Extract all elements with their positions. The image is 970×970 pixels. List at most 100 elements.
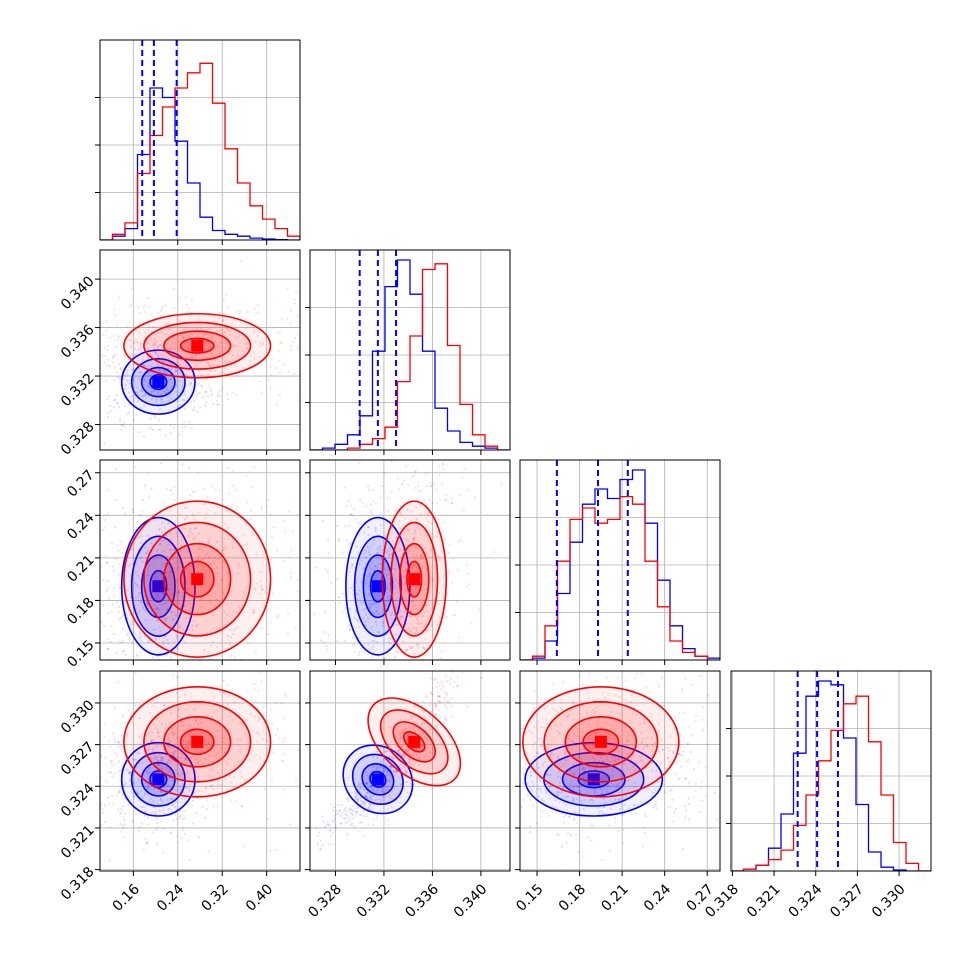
scatter-point xyxy=(132,367,135,371)
scatter-point xyxy=(162,592,165,596)
scatter-point xyxy=(356,810,359,813)
scatter-point xyxy=(468,582,471,586)
scatter-point xyxy=(319,351,321,353)
scatter-point xyxy=(423,512,427,515)
scatter-point xyxy=(222,298,226,302)
scatter-point xyxy=(150,330,153,333)
scatter-point xyxy=(399,674,401,676)
scatter-point xyxy=(371,673,373,675)
scatter-point xyxy=(189,607,193,610)
x-tick-label: 0.336 xyxy=(402,881,442,921)
scatter-point xyxy=(246,310,249,313)
scatter-point xyxy=(170,831,173,834)
scatter-point xyxy=(429,549,433,552)
scatter-point xyxy=(354,811,357,814)
scatter-point xyxy=(439,657,442,660)
scatter-point xyxy=(203,557,206,560)
scatter-point xyxy=(159,820,162,823)
scatter-point xyxy=(154,637,158,641)
scatter-point xyxy=(136,574,139,577)
scatter-point xyxy=(415,642,418,645)
scatter-point xyxy=(255,582,259,585)
scatter-point xyxy=(151,740,154,743)
scatter-point xyxy=(405,650,408,653)
scatter-point xyxy=(345,520,347,522)
scatter-point xyxy=(767,739,769,741)
scatter-point xyxy=(142,355,145,358)
scatter-point xyxy=(100,565,103,568)
scatter-point xyxy=(132,510,135,514)
scatter-point xyxy=(223,777,227,780)
scatter-point xyxy=(146,771,150,775)
scatter-point xyxy=(138,371,141,375)
scatter-point xyxy=(701,728,704,731)
scatter-point xyxy=(331,819,334,822)
scatter-point xyxy=(388,594,392,597)
scatter-point xyxy=(505,771,507,773)
scatter-point xyxy=(358,589,361,592)
scatter-point xyxy=(158,626,161,629)
scatter-point xyxy=(188,494,192,497)
scatter-point xyxy=(357,522,360,525)
scatter-point xyxy=(130,354,134,357)
panel-2-0: 0.150.180.210.240.27 xyxy=(64,459,347,681)
scatter-point xyxy=(316,843,320,846)
scatter-point xyxy=(167,539,170,543)
scatter-point xyxy=(177,399,180,403)
scatter-point xyxy=(514,720,516,722)
scatter-point xyxy=(395,563,398,566)
scatter-point xyxy=(147,784,150,787)
scatter-point xyxy=(147,639,151,642)
scatter-point xyxy=(249,509,253,512)
scatter-point xyxy=(105,589,109,592)
scatter-point xyxy=(514,791,516,793)
scatter-point xyxy=(435,501,438,505)
scatter-point xyxy=(159,629,162,633)
scatter-point xyxy=(52,776,54,778)
scatter-point xyxy=(173,499,177,502)
scatter-point xyxy=(210,394,213,397)
scatter-point xyxy=(168,745,172,748)
scatter-point xyxy=(325,823,328,826)
scatter-point xyxy=(407,528,410,532)
scatter-point xyxy=(144,618,147,621)
scatter-point xyxy=(343,486,346,489)
scatter-point xyxy=(147,473,150,476)
scatter-point xyxy=(108,365,112,368)
scatter-point xyxy=(121,641,124,644)
scatter-point xyxy=(278,372,282,375)
scatter-point xyxy=(400,777,403,780)
scatter-point xyxy=(532,702,535,706)
scatter-point xyxy=(110,665,112,667)
scatter-point xyxy=(529,798,532,801)
scatter-point xyxy=(409,614,412,618)
scatter-point xyxy=(275,403,278,406)
scatter-point xyxy=(138,321,141,324)
scatter-point xyxy=(407,540,410,543)
scatter-point xyxy=(109,826,112,829)
scatter-point xyxy=(511,777,513,779)
scatter-point xyxy=(180,836,183,839)
scatter-point xyxy=(290,348,293,351)
scatter-point xyxy=(185,568,188,571)
scatter-point xyxy=(218,489,221,492)
scatter-point xyxy=(165,762,169,765)
scatter-point xyxy=(189,382,192,385)
x-tick-label: 0.327 xyxy=(827,881,867,921)
scatter-point xyxy=(210,679,212,681)
scatter-point xyxy=(211,559,215,563)
scatter-point xyxy=(203,576,206,579)
scatter-point xyxy=(129,339,133,343)
scatter-point xyxy=(286,317,289,320)
scatter-point xyxy=(471,829,473,831)
scatter-point xyxy=(163,526,167,529)
scatter-point xyxy=(199,370,202,373)
scatter-point xyxy=(320,591,322,593)
scatter-point xyxy=(146,296,149,300)
scatter-point xyxy=(174,805,177,809)
scatter-point xyxy=(151,831,154,834)
scatter-point xyxy=(198,555,201,558)
scatter-point xyxy=(447,551,450,555)
scatter-point xyxy=(397,642,400,645)
scatter-point xyxy=(208,671,210,673)
